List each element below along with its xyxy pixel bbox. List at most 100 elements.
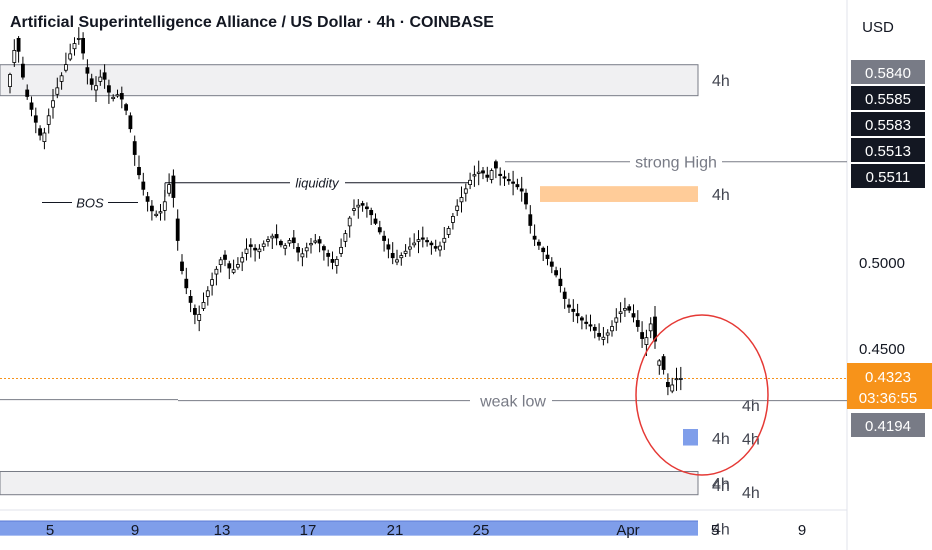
candle-body — [171, 175, 176, 198]
candle-body — [438, 245, 442, 251]
candle-body — [519, 188, 524, 192]
candle-body — [283, 245, 288, 249]
candle-body — [244, 248, 249, 254]
candle-body — [455, 205, 460, 211]
strong-high-label: strong High — [635, 155, 717, 172]
zone-blue-4[interactable] — [0, 521, 698, 536]
zone-blue-2[interactable] — [683, 429, 698, 446]
candle-body — [184, 278, 189, 289]
candle-body — [644, 337, 649, 345]
candle-body — [343, 233, 348, 242]
candle-body — [12, 50, 17, 63]
candle-body — [149, 205, 154, 212]
candle-body — [545, 254, 550, 259]
candle-body — [472, 174, 477, 177]
current-price-label: 0.4323 — [865, 369, 911, 386]
price-tag — [851, 164, 925, 188]
candle-body — [592, 326, 597, 331]
price-tag-label: 0.5583 — [865, 117, 911, 134]
candle-body — [403, 250, 408, 254]
candle-body — [287, 240, 292, 244]
zone-label-4: 4h — [712, 521, 730, 538]
candle-body — [214, 268, 219, 275]
x-tick-label-13: 13 — [214, 522, 231, 539]
candle-body — [605, 332, 610, 336]
zone-orange-1[interactable] — [540, 186, 698, 202]
candle-body — [8, 74, 12, 87]
candle-body — [584, 321, 589, 324]
bos-label: BOS — [76, 195, 104, 210]
price-tag — [851, 60, 925, 84]
candle-body — [64, 64, 68, 71]
candle-body — [304, 247, 309, 252]
candle-body — [364, 206, 369, 210]
candle-body — [167, 184, 172, 194]
candle-body — [192, 308, 197, 315]
candle-body — [528, 214, 533, 226]
candle-body — [89, 78, 94, 85]
candle-body — [253, 247, 258, 251]
zone-gray-0[interactable] — [0, 64, 699, 97]
x-tick-label-Apr: Apr — [616, 522, 639, 539]
candle-body — [29, 102, 34, 110]
candle-body — [154, 213, 159, 216]
candle-body — [352, 208, 356, 211]
candle-body — [107, 85, 111, 93]
zone-label-0: 4h — [712, 73, 730, 90]
candle-body — [627, 306, 632, 311]
price-tag-label: 0.4194 — [865, 418, 911, 435]
price-tag-label: 0.5840 — [865, 65, 911, 82]
candle-body — [330, 259, 335, 263]
candle-body — [274, 234, 279, 239]
candle-body — [111, 96, 116, 99]
candle-body — [231, 269, 236, 273]
chart-title: Artificial Superintelligence Alliance / … — [10, 14, 494, 31]
y-tick-label: 0.5000 — [859, 255, 905, 272]
price-tag-label: 0.5585 — [865, 91, 911, 108]
price-tag-label: 0.5511 — [866, 169, 911, 186]
y-tick-label: 0.4500 — [859, 341, 905, 358]
price-tag — [851, 413, 925, 437]
candle-body — [558, 278, 563, 287]
candle-body — [240, 257, 245, 263]
candle-body — [197, 314, 202, 321]
candle-body — [511, 181, 516, 184]
candle-body — [653, 316, 657, 342]
candle-body — [59, 75, 64, 82]
candle-body — [334, 259, 339, 266]
candle-body — [678, 378, 683, 380]
x-tick-label-21: 21 — [387, 522, 404, 539]
candle-body — [502, 176, 507, 179]
candle-body — [46, 115, 51, 125]
candle-body — [360, 203, 365, 206]
candle-body — [115, 94, 120, 97]
candle-body — [601, 336, 606, 340]
candle-body — [128, 115, 133, 130]
candle-body — [412, 242, 417, 246]
candle-body — [571, 308, 576, 312]
zone-gray-3[interactable] — [0, 470, 699, 496]
liquidity-label: liquidity — [295, 176, 340, 191]
candle-body — [326, 252, 331, 257]
candle-body — [670, 384, 675, 392]
candle-body — [446, 228, 451, 235]
candle-body — [356, 204, 361, 208]
candle-body — [631, 313, 636, 318]
candle-body — [554, 270, 558, 276]
candle-body — [459, 197, 464, 203]
candle-body — [235, 264, 240, 268]
candle-body — [674, 378, 679, 381]
candle-body — [339, 246, 344, 254]
price-tag — [851, 112, 925, 136]
candle-body — [16, 38, 21, 52]
candle-body — [382, 235, 387, 241]
annotation-circle — [635, 314, 769, 476]
candle-body — [623, 308, 627, 311]
x-tick-label-5: 5 — [46, 522, 54, 539]
zone-label-3: 4h — [712, 476, 730, 493]
zone-label-extra-0: 4h — [742, 398, 760, 415]
candle-body — [549, 261, 554, 267]
candle-body — [98, 76, 103, 82]
candle-body — [485, 174, 490, 178]
